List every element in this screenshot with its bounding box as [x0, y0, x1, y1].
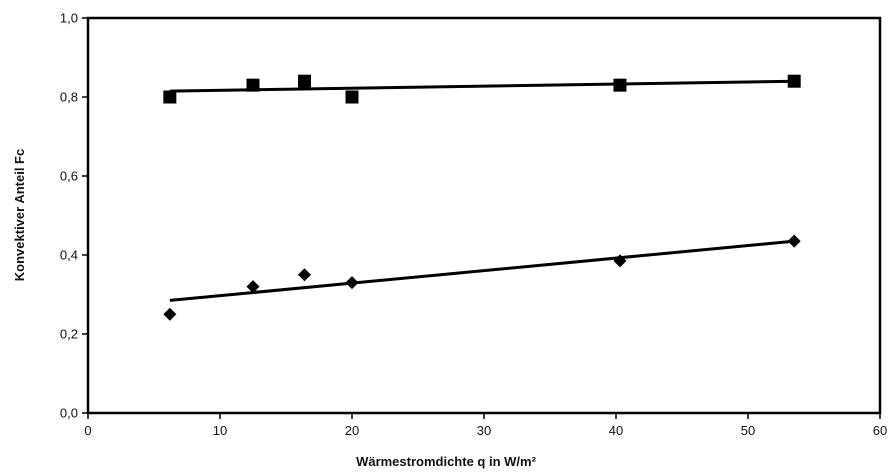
- x-tick-label: 60: [873, 423, 887, 438]
- x-axis-title: Wärmestromdichte q in W/m²: [356, 454, 537, 469]
- y-tick-label: 0,8: [60, 90, 78, 105]
- diamond-marker: [345, 276, 359, 290]
- x-tick-label: 10: [213, 423, 227, 438]
- square-marker: [246, 78, 260, 92]
- square-marker: [787, 74, 801, 88]
- y-tick-label: 1,0: [60, 11, 78, 26]
- trendlines: [169, 79, 795, 302]
- diamond-marker: [613, 254, 627, 268]
- diamond-marker: [297, 268, 311, 282]
- y-tick-label: 0,4: [60, 248, 78, 263]
- data-markers: [163, 74, 801, 321]
- x-tick-label: 30: [477, 423, 491, 438]
- square-trendline: [169, 79, 795, 93]
- plot-area: [86, 16, 882, 415]
- x-tick-label: 0: [84, 423, 91, 438]
- diamond-marker: [787, 234, 801, 248]
- y-tick-label: 0,6: [60, 169, 78, 184]
- x-tick-label: 40: [609, 423, 623, 438]
- y-tick-label: 0,2: [60, 327, 78, 342]
- diamond-marker: [246, 280, 260, 294]
- y-axis-ticks: 0,0 0,2 0,4 0,6 0,8 1,0: [60, 11, 88, 421]
- y-tick-label: 0,0: [60, 406, 78, 421]
- diamond-marker: [163, 307, 177, 321]
- square-marker: [297, 74, 311, 88]
- diamond-trendline: [169, 239, 795, 302]
- x-tick-label: 20: [345, 423, 359, 438]
- y-axis-title: Konvektiver Anteil Fc: [12, 149, 27, 281]
- square-marker: [345, 90, 359, 104]
- square-marker: [163, 90, 177, 104]
- square-marker: [613, 78, 627, 92]
- x-tick-label: 50: [741, 423, 755, 438]
- x-axis-ticks: 0 10 20 30 40 50 60: [84, 413, 887, 438]
